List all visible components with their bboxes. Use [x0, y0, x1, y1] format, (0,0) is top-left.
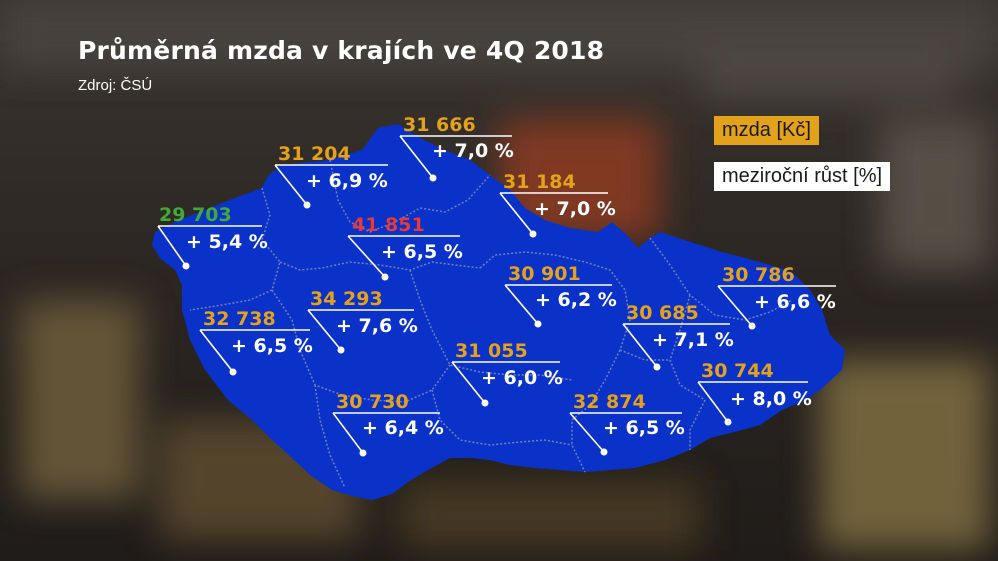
- region-dot: [381, 273, 389, 281]
- region-salary: 41 851: [352, 214, 425, 236]
- region-growth: + 5,4 %: [186, 231, 268, 253]
- legend-growth: meziroční růst [%]: [714, 162, 891, 191]
- region-growth: + 6,2 %: [535, 289, 617, 311]
- region-dot: [600, 448, 608, 456]
- region-salary: 31 666: [403, 114, 476, 136]
- region-dot: [359, 449, 367, 457]
- region-dot: [724, 418, 732, 426]
- region-growth: + 7,6 %: [336, 315, 418, 337]
- region-growth: + 6,5 %: [231, 335, 313, 357]
- region-growth: + 7,0 %: [534, 198, 616, 220]
- source-note: Zdroj: ČSÚ: [78, 77, 153, 94]
- region-dot: [653, 363, 661, 371]
- region-growth: + 6,0 %: [481, 367, 563, 389]
- region-label-group: [157, 135, 836, 454]
- region-salary: 29 703: [159, 204, 232, 226]
- region-growth: + 6,5 %: [381, 241, 463, 263]
- region-salary: 31 184: [503, 171, 576, 193]
- region-growth: + 7,0 %: [432, 140, 514, 162]
- region-dot: [481, 399, 489, 407]
- region-growth: + 6,4 %: [362, 417, 444, 439]
- legend-salary: mzda [Kč]: [714, 116, 819, 145]
- region-dot: [529, 230, 537, 238]
- region-dot-group: [182, 174, 756, 457]
- country-shape: [152, 124, 845, 500]
- region-salary: 31 204: [278, 143, 351, 165]
- region-salary: 30 685: [626, 302, 699, 324]
- region-dot: [303, 201, 311, 209]
- region-dot: [534, 320, 542, 328]
- region-growth: + 8,0 %: [730, 388, 812, 410]
- region-salary: 31 055: [455, 340, 528, 362]
- region-salary: 30 901: [508, 263, 581, 285]
- region-dot: [748, 322, 756, 330]
- region-salary: 32 874: [573, 391, 646, 413]
- region-dot: [337, 346, 345, 354]
- region-growth: + 6,9 %: [306, 170, 388, 192]
- region-salary: 30 744: [701, 360, 774, 382]
- region-dot: [229, 368, 237, 376]
- map-title: Průměrná mzda v krajích ve 4Q 2018: [78, 36, 605, 65]
- salary-labels: 31 666 31 204 31 184 29 703 41 851 30 90…: [159, 114, 795, 413]
- region-dot: [429, 174, 437, 182]
- region-salary: 32 738: [203, 308, 276, 330]
- region-salary: 34 293: [310, 288, 383, 310]
- region-borders: [189, 159, 793, 489]
- region-salary: 30 786: [722, 264, 795, 286]
- region-growth: + 6,6 %: [754, 291, 836, 313]
- region-dot: [182, 262, 190, 270]
- region-growth: + 6,5 %: [603, 417, 685, 439]
- region-salary: 30 730: [336, 391, 409, 413]
- region-growth: + 7,1 %: [652, 329, 734, 351]
- growth-labels: + 7,0 % + 6,9 % + 7,0 % + 5,4 % + 6,5 % …: [186, 140, 836, 439]
